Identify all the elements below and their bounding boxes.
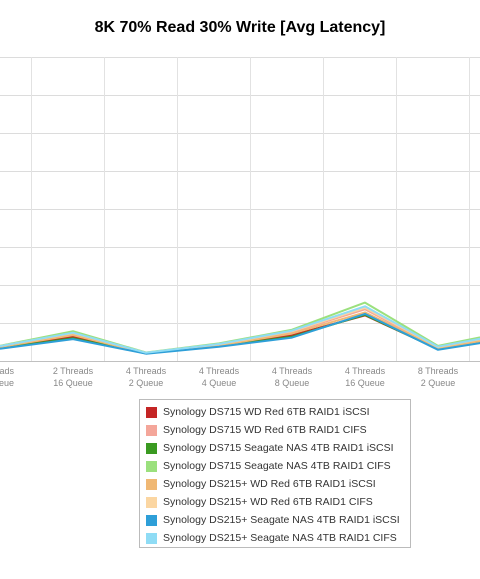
- legend-swatch: [146, 460, 157, 472]
- legend-label: Synology DS715 WD Red 6TB RAID1 CIFS: [163, 424, 367, 436]
- x-tick-label: 4 Threads: [272, 366, 313, 376]
- x-tick-label: 8 Threads: [418, 366, 459, 376]
- legend-item[interactable]: Synology DS715 WD Red 6TB RAID1 CIFS: [140, 421, 410, 439]
- legend-label: Synology DS215+ Seagate NAS 4TB RAID1 CI…: [163, 532, 397, 544]
- x-axis-tick-labels: Threads Queue 2 Threads 16 Queue 4 Threads 2 …: [0, 366, 459, 388]
- x-tick-label: 16 Queue: [345, 378, 385, 388]
- x-tick-label: 4 Threads: [345, 366, 386, 376]
- x-tick-label: Threads: [0, 366, 14, 376]
- legend-label: Synology DS715 WD Red 6TB RAID1 iSCSI: [163, 406, 370, 418]
- series-line: [0, 305, 480, 354]
- legend-item[interactable]: Synology DS715 Seagate NAS 4TB RAID1 iSC…: [140, 439, 410, 457]
- chart-title: 8K 70% Read 30% Write [Avg Latency]: [94, 19, 386, 36]
- legend-item[interactable]: Synology DS715 WD Red 6TB RAID1 iSCSI: [140, 403, 410, 421]
- line-chart: Threads Queue 2 Threads 16 Queue 4 Threads 2 …: [0, 57, 480, 388]
- legend-swatch: [146, 514, 157, 526]
- legend-swatch: [146, 478, 157, 490]
- x-tick-label: 2 Queue: [129, 378, 164, 388]
- legend: Synology DS715 WD Red 6TB RAID1 iSCSI Syn…: [139, 399, 411, 548]
- legend-item[interactable]: Synology DS715 Seagate NAS 4TB RAID1 CIF…: [140, 457, 410, 475]
- x-tick-label: 16 Queue: [53, 378, 93, 388]
- grid-lines: [0, 57, 480, 362]
- x-tick-label: 2 Queue: [421, 378, 456, 388]
- legend-label: Synology DS215+ WD Red 6TB RAID1 iSCSI: [163, 478, 376, 490]
- legend-item[interactable]: Synology DS215+ Seagate NAS 4TB RAID1 CI…: [140, 529, 410, 547]
- legend-label: Synology DS715 Seagate NAS 4TB RAID1 CIF…: [163, 460, 391, 472]
- legend-swatch: [146, 496, 157, 508]
- legend-swatch: [146, 532, 157, 544]
- series-lines: [0, 301, 480, 355]
- x-tick-label: Queue: [0, 378, 14, 388]
- legend-item[interactable]: Synology DS215+ WD Red 6TB RAID1 iSCSI: [140, 475, 410, 493]
- legend-label: Synology DS215+ Seagate NAS 4TB RAID1 iS…: [163, 514, 400, 526]
- legend-item[interactable]: Synology DS215+ WD Red 6TB RAID1 CIFS: [140, 493, 410, 511]
- legend-label: Synology DS715 Seagate NAS 4TB RAID1 iSC…: [163, 442, 394, 454]
- legend-swatch: [146, 424, 157, 436]
- x-tick-label: 4 Threads: [199, 366, 240, 376]
- legend-item[interactable]: Synology DS215+ Seagate NAS 4TB RAID1 iS…: [140, 511, 410, 529]
- x-tick-label: 4 Queue: [202, 378, 237, 388]
- legend-swatch: [146, 406, 157, 418]
- x-tick-label: 4 Threads: [126, 366, 167, 376]
- x-tick-label: 8 Queue: [275, 378, 310, 388]
- series-line: [0, 312, 480, 355]
- x-tick-label: 2 Threads: [53, 366, 94, 376]
- legend-label: Synology DS215+ WD Red 6TB RAID1 CIFS: [163, 496, 373, 508]
- legend-swatch: [146, 442, 157, 454]
